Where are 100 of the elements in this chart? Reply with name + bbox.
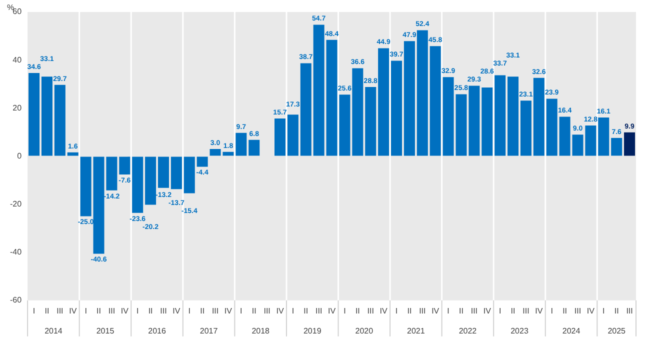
x-tick-label: II [407, 306, 412, 316]
x-tick-label: III [419, 306, 426, 316]
x-tick-label: III [522, 306, 530, 316]
bar [611, 138, 622, 156]
x-tick-label: IV [69, 306, 78, 316]
x-tick-label: II [252, 306, 256, 316]
x-tick-label: IV [328, 306, 336, 316]
bar [145, 156, 156, 205]
bar [546, 98, 558, 156]
bar [416, 30, 428, 156]
x-tick-label: I [292, 306, 294, 316]
x-tick-label: III [626, 306, 633, 316]
bar [313, 24, 324, 156]
x-tick-label: III [367, 306, 374, 316]
y-tick-label: 20 [12, 103, 22, 112]
x-tick-label: III [316, 306, 322, 316]
bar [300, 63, 312, 156]
bar [624, 132, 636, 156]
x-tick-label: I [344, 306, 346, 316]
bar [482, 87, 493, 156]
y-tick-label: -60 [10, 296, 22, 305]
x-tick-label: I [602, 306, 605, 316]
x-tick-label: II [562, 306, 568, 316]
x-tick-label: I [84, 306, 87, 316]
x-tick-label: III [264, 306, 270, 316]
x-tick-label: II [200, 306, 205, 316]
x-tick-label: I [550, 306, 553, 316]
text: 2021 [407, 326, 426, 336]
text: 2024 [562, 326, 581, 336]
bar [533, 78, 544, 156]
text: 2023 [510, 326, 529, 336]
x-tick-label: IV [172, 306, 181, 316]
x-tick-label: IV [120, 306, 130, 316]
x-tick-label: IV [380, 306, 388, 316]
y-tick-label: 40 [12, 55, 22, 64]
x-tick-label: IV [432, 306, 440, 316]
x-tick-label: I [240, 306, 242, 316]
x-tick-label: III [212, 306, 219, 316]
bar [404, 41, 415, 156]
bar [28, 73, 40, 156]
x-tick-label: II [355, 306, 360, 316]
text: 2016 [148, 326, 166, 336]
bar [67, 152, 78, 156]
bar [80, 156, 92, 216]
x-tick-label: I [447, 306, 450, 316]
x-tick-label: III [160, 306, 167, 316]
bar [378, 48, 390, 156]
x-tick-label: III [108, 306, 116, 316]
bar [508, 76, 519, 156]
x-tick-label: I [498, 306, 502, 316]
bar [158, 156, 169, 188]
x-tick-label: IV [276, 306, 284, 316]
x-tick-label: IV [535, 306, 544, 316]
text: 2018 [252, 326, 270, 336]
bar [41, 76, 52, 156]
text: 2017 [200, 326, 218, 336]
bar [520, 100, 532, 156]
y-tick-label: -40 [10, 248, 22, 257]
x-tick-label: III [470, 306, 478, 316]
bar [132, 156, 144, 213]
bar [274, 118, 286, 156]
bar [170, 156, 182, 190]
x-tick-label: II [459, 306, 464, 316]
bar [352, 68, 364, 156]
bar [196, 156, 208, 167]
bar [119, 156, 130, 174]
y-tick-label: -20 [10, 199, 22, 208]
bar [54, 84, 66, 156]
bar [430, 46, 441, 156]
x-tick-label: III [574, 306, 582, 316]
x-tick-label: II [510, 306, 516, 316]
bar [494, 75, 506, 156]
bar [585, 125, 596, 156]
x-tick-label: II [96, 306, 101, 316]
bar [468, 86, 480, 156]
bar [598, 118, 610, 156]
x-tick-label: I [395, 306, 398, 316]
text: 2025 [608, 326, 626, 336]
x-tick-label: III [56, 306, 64, 316]
text: 2020 [355, 326, 374, 336]
y-axis-title: % [7, 3, 14, 12]
bar [287, 114, 298, 156]
x-tick-label: I [188, 306, 190, 316]
text: 2014 [44, 326, 63, 336]
y-tick-label: 60 [12, 7, 22, 16]
bar [391, 60, 402, 156]
x-tick-label: IV [586, 306, 596, 316]
x-tick-label: IV [483, 306, 492, 316]
x-tick-label: II [44, 306, 50, 316]
x-tick-label: II [304, 306, 308, 316]
bar [184, 156, 195, 194]
bar [236, 132, 247, 156]
x-tick-label: IV [224, 306, 233, 316]
x-tick-label: II [614, 306, 619, 316]
bar [365, 86, 376, 156]
text: 2019 [303, 326, 322, 336]
text: 2022 [458, 326, 478, 336]
x-tick-label: I [32, 306, 36, 316]
x-tick-label: II [148, 306, 153, 316]
y-tick-label: 0 [17, 151, 22, 160]
